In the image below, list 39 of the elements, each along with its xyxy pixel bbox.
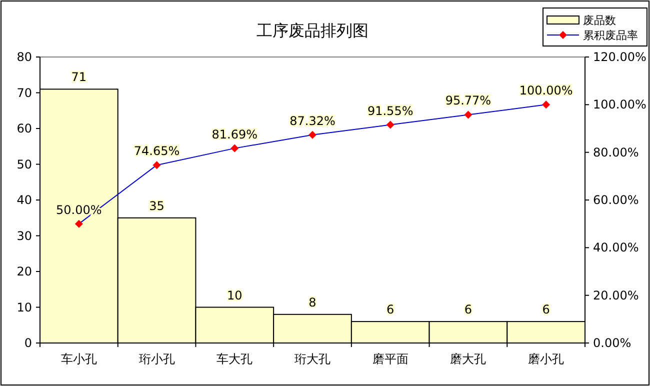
y-tick-label: 50 xyxy=(16,157,32,172)
data-label: 87.32% xyxy=(290,114,336,128)
y-tick-label: 20 xyxy=(16,264,32,278)
y-tick-label: 80 xyxy=(16,50,32,64)
data-label: 100.00% xyxy=(519,84,573,98)
y-tick-label: 10 xyxy=(16,300,32,314)
y-tick-label: 30 xyxy=(16,228,32,243)
y-tick-label: 0 xyxy=(24,336,32,350)
y2-tick-label: 20.00% xyxy=(593,288,639,302)
data-label: 81.69% xyxy=(212,127,258,142)
x-tick-label: 珩大孔 xyxy=(294,352,330,366)
legend-label: 废品数 xyxy=(583,14,616,27)
x-tick-label: 珩小孔 xyxy=(138,352,175,366)
y-tick-label: 40 xyxy=(16,193,32,207)
data-label: 6 xyxy=(386,302,394,317)
y2-tick-label: 0.00% xyxy=(593,336,632,350)
x-tick-label: 车大孔 xyxy=(216,352,253,366)
data-label: 95.77% xyxy=(445,94,492,108)
data-label: 35 xyxy=(149,198,164,213)
data-label: 10 xyxy=(227,288,242,302)
y-tick-label: 70 xyxy=(16,86,32,100)
y2-tick-label: 120.00% xyxy=(593,50,646,64)
y2-tick-label: 60.00% xyxy=(593,193,639,207)
data-label: 71 xyxy=(71,70,87,84)
y2-tick-label: 100.00% xyxy=(593,98,646,112)
y2-tick-label: 40.00% xyxy=(593,240,639,255)
y-tick-label: 60 xyxy=(16,122,32,136)
data-label: 74.65% xyxy=(134,144,180,158)
data-label: 91.55% xyxy=(367,104,414,118)
legend-label: 累积废品率 xyxy=(583,29,638,42)
x-tick-label: 磨小孔 xyxy=(528,352,564,366)
x-tick-label: 磨平面 xyxy=(372,352,408,366)
y2-tick-label: 80.00% xyxy=(593,145,639,160)
data-label: 6 xyxy=(542,302,550,317)
x-tick-label: 车小孔 xyxy=(60,352,97,366)
data-label: 8 xyxy=(308,295,316,310)
chart-title: 工序废品排列图 xyxy=(256,21,368,40)
data-label: 6 xyxy=(464,302,472,317)
x-tick-label: 磨大孔 xyxy=(450,352,486,366)
